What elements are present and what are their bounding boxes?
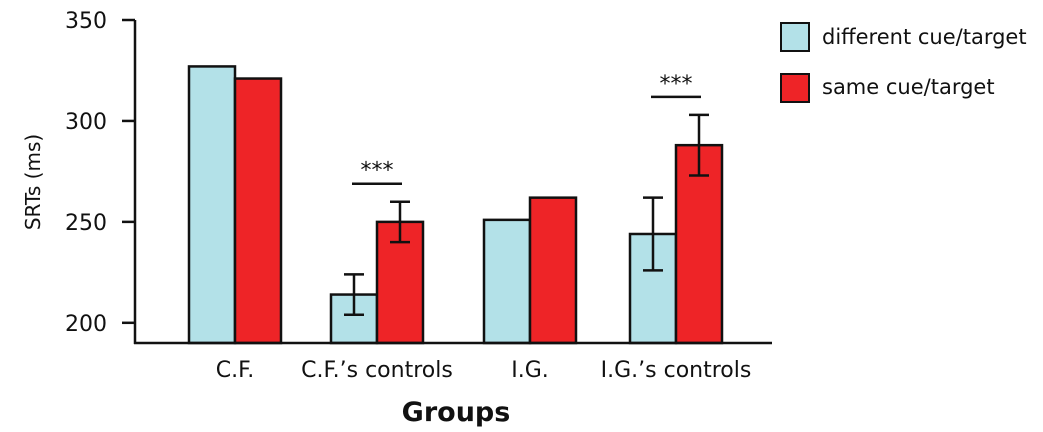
y-ticks: 200 250 300 350 <box>65 9 135 337</box>
y-tick-label: 350 <box>65 9 107 34</box>
legend-swatch-same <box>780 73 810 103</box>
bar-different-0 <box>187 65 237 345</box>
bar-same-0 <box>233 77 283 345</box>
y-tick-label: 250 <box>65 211 107 236</box>
x-category-labels: C.F. C.F.’s controls I.G. I.G.’s controls <box>216 358 752 383</box>
bar-different-2 <box>482 218 532 345</box>
x-tick-label: C.F.’s controls <box>301 358 453 383</box>
y-tick-label: 200 <box>65 312 107 337</box>
bar-same-3 <box>674 143 724 345</box>
x-tick-label: I.G. <box>511 358 549 383</box>
x-tick-label: I.G.’s controls <box>601 358 752 383</box>
legend-label-same: same cue/target <box>822 75 995 99</box>
legend-swatch-different <box>780 22 810 52</box>
legend-label-different: different cue/target <box>822 25 1027 49</box>
error-bars-layer <box>344 113 709 316</box>
significance-label: *** <box>660 72 693 97</box>
y-axis-title: SRTs (ms) <box>21 134 45 230</box>
x-axis-title: Groups <box>402 397 511 428</box>
y-tick-label: 300 <box>65 110 107 135</box>
bars-layer <box>187 65 724 345</box>
x-tick-label: C.F. <box>216 358 254 383</box>
significance-label: *** <box>361 159 394 184</box>
bar-same-2 <box>528 196 578 345</box>
legend: different cue/target same cue/target <box>780 22 1027 103</box>
significance-layer: *** *** <box>352 72 701 185</box>
